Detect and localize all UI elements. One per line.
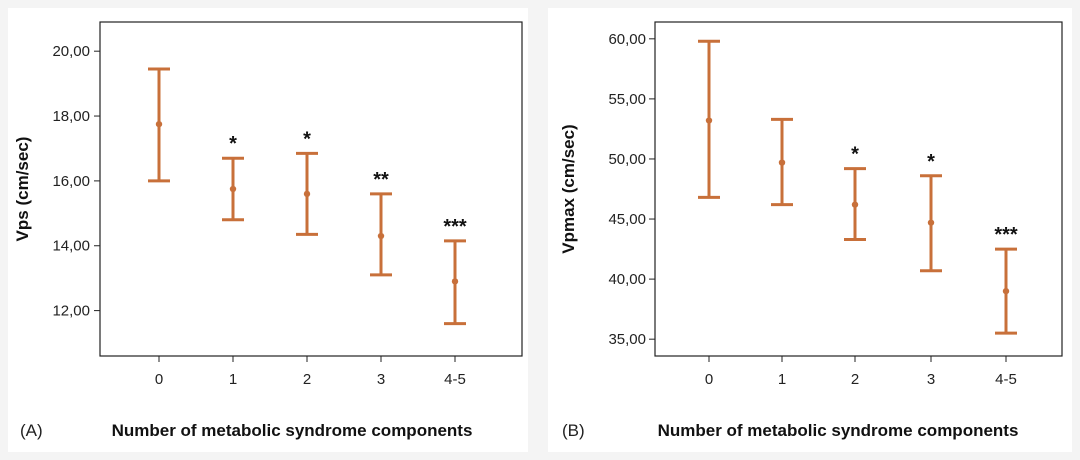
x-tick-label: 3 <box>927 371 935 388</box>
y-axis-title: Vps (cm/sec) <box>13 137 32 242</box>
plot-frame <box>99 21 523 357</box>
mean-marker <box>155 120 163 128</box>
x-tick-label: 0 <box>705 371 713 388</box>
x-tick-label: 4-5 <box>995 371 1017 388</box>
significance-marker: * <box>851 144 859 166</box>
significance-marker: *** <box>994 224 1018 246</box>
plot-frame <box>654 21 1063 357</box>
mean-marker <box>705 117 713 124</box>
y-tick-label: 45,00 <box>608 211 646 228</box>
mean-marker <box>851 201 859 208</box>
y-tick-label: 50,00 <box>608 151 646 168</box>
mean-marker <box>927 219 935 226</box>
y-tick-label: 12,00 <box>52 303 90 320</box>
x-tick-label: 2 <box>303 371 311 388</box>
significance-marker: * <box>927 151 935 173</box>
panel-label: (B) <box>562 421 585 440</box>
x-axis-title: Number of metabolic syndrome components <box>658 421 1019 440</box>
x-tick-label: 2 <box>851 371 859 388</box>
x-axis-title: Number of metabolic syndrome components <box>112 421 473 440</box>
mean-marker <box>229 185 237 193</box>
y-axis-title: Vpmax (cm/sec) <box>559 124 578 253</box>
y-tick-label: 14,00 <box>52 238 90 255</box>
x-tick-label: 1 <box>229 371 237 388</box>
significance-marker: * <box>229 133 237 155</box>
mean-marker <box>1002 287 1010 295</box>
mean-marker <box>377 232 385 240</box>
x-tick-label: 3 <box>377 371 385 388</box>
x-tick-label: 0 <box>155 371 163 388</box>
x-tick-label: 1 <box>778 371 786 388</box>
y-tick-label: 16,00 <box>52 173 90 190</box>
mean-marker <box>778 159 786 166</box>
y-tick-label: 60,00 <box>608 31 646 48</box>
mean-marker <box>303 190 311 198</box>
significance-marker: * <box>303 128 311 150</box>
significance-marker: *** <box>443 216 467 238</box>
significance-marker: ** <box>373 169 389 191</box>
y-tick-label: 40,00 <box>608 271 646 288</box>
y-tick-label: 35,00 <box>608 331 646 348</box>
x-tick-label: 4-5 <box>444 371 466 388</box>
y-tick-label: 18,00 <box>52 108 90 125</box>
panel-label: (A) <box>20 421 43 440</box>
y-tick-label: 20,00 <box>52 43 90 60</box>
mean-marker <box>451 278 459 285</box>
y-tick-label: 55,00 <box>608 91 646 108</box>
